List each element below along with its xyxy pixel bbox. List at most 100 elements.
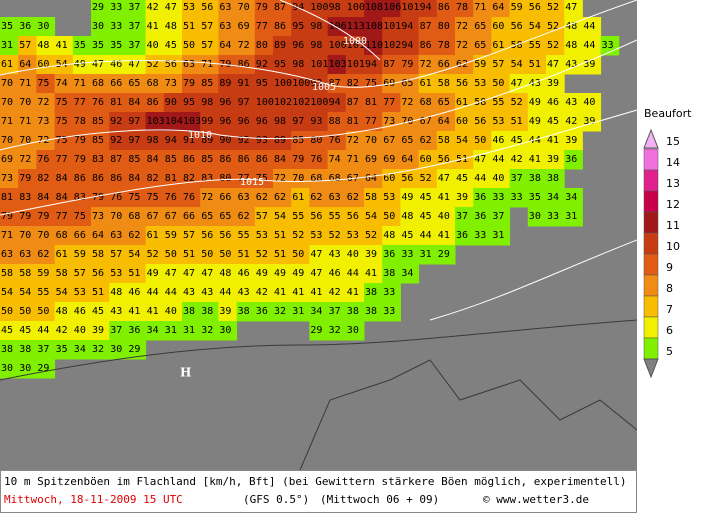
- wind-value: 64: [401, 154, 413, 165]
- wind-value: 65: [438, 97, 450, 108]
- wind-value: 79: [74, 135, 86, 146]
- wind-cell: [163, 131, 183, 151]
- wind-value: 41: [547, 135, 559, 146]
- wind-cell: [91, 74, 110, 94]
- wind-cell: [382, 264, 401, 284]
- wind-cell: [0, 245, 19, 265]
- wind-cell: [418, 93, 438, 113]
- wind-value: 85: [292, 135, 304, 146]
- wind-cell: [327, 321, 347, 341]
- wind-value: 100: [310, 97, 328, 108]
- wind-value: 96: [219, 97, 231, 108]
- wind-cell: [163, 150, 183, 170]
- wind-value: 42: [256, 287, 268, 298]
- wind-value: 49: [274, 268, 286, 279]
- wind-cell: [455, 0, 474, 18]
- wind-value: 86: [110, 173, 122, 184]
- wind-cell: [418, 169, 438, 189]
- wind-cell: [291, 93, 310, 113]
- wind-cell: [218, 112, 238, 132]
- wind-value: 44: [474, 173, 486, 184]
- wind-cell: [218, 93, 238, 113]
- wind-cell: [345, 74, 365, 94]
- wind-value: 77: [256, 21, 268, 32]
- wind-value: 60: [420, 154, 432, 165]
- wind-cell: [473, 55, 492, 75]
- wind-value: 84: [56, 192, 68, 203]
- wind-value: 29: [92, 2, 104, 13]
- wind-value: 39: [547, 78, 559, 89]
- wind-cell: [200, 245, 219, 265]
- wind-cell: [18, 283, 37, 303]
- wind-value: 65: [128, 78, 140, 89]
- wind-cell: [382, 55, 401, 75]
- wind-value: 43: [183, 287, 195, 298]
- wind-value: 61: [56, 249, 68, 260]
- wind-cell: [273, 93, 292, 113]
- wind-value: 53: [256, 230, 268, 241]
- wind-cell: [473, 131, 492, 151]
- wind-value: 56: [347, 211, 359, 222]
- wind-value: 70: [1, 135, 13, 146]
- wind-value: 52: [547, 2, 559, 13]
- wind-cell: [218, 188, 238, 208]
- wind-cell: [473, 74, 492, 94]
- wind-cell: [564, 207, 583, 227]
- wind-cell: [36, 340, 56, 360]
- wind-value: 86: [147, 97, 159, 108]
- wind-value: 41: [310, 287, 322, 298]
- wind-value: 64: [92, 230, 104, 241]
- wind-value: 55: [37, 287, 49, 298]
- wind-value: 68: [147, 78, 159, 89]
- wind-value: 71: [1, 116, 13, 127]
- wind-value: 53: [492, 116, 504, 127]
- wind-cell: [218, 0, 238, 18]
- wind-value: 37: [128, 40, 140, 51]
- wind-value: 82: [37, 173, 49, 184]
- wind-value: 51: [274, 249, 286, 260]
- wind-cell: [200, 55, 219, 75]
- wind-value: 30: [92, 21, 104, 32]
- wind-value: 61: [1, 59, 13, 70]
- wind-cell: [163, 55, 183, 75]
- wind-cell: [546, 93, 565, 113]
- wind-value: 39: [583, 116, 595, 127]
- wind-value: 86: [74, 173, 86, 184]
- wind-cell: [455, 131, 474, 151]
- wind-value: 66: [110, 78, 122, 89]
- wind-cell: [345, 93, 365, 113]
- wind-cell: [455, 36, 474, 56]
- wind-cell: [109, 321, 128, 341]
- wind-value: 86: [420, 40, 432, 51]
- wind-value: 79: [401, 59, 413, 70]
- wind-value: 61: [292, 192, 304, 203]
- wind-cell: [163, 226, 183, 246]
- wind-value: 61: [420, 78, 432, 89]
- wind-value: 90: [219, 135, 231, 146]
- wind-value: 37: [456, 211, 468, 222]
- wind-value: 57: [492, 59, 504, 70]
- wind-value: 49: [401, 192, 413, 203]
- wind-cell: [182, 17, 201, 37]
- wind-value: 78: [456, 2, 468, 13]
- wind-cell: [345, 36, 365, 56]
- wind-value: 66: [74, 230, 86, 241]
- isobar-label: 1015: [240, 177, 264, 188]
- wind-value: 57: [201, 21, 213, 32]
- wind-cell: [345, 207, 365, 227]
- wind-cell: [127, 340, 147, 360]
- wind-value: 50: [165, 249, 177, 260]
- wind-value: 59: [511, 2, 523, 13]
- wind-cell: [436, 55, 456, 75]
- wind-cell: [473, 112, 492, 132]
- wind-cell: [54, 112, 74, 132]
- wind-cell: [36, 321, 56, 341]
- wind-cell: [182, 55, 201, 75]
- wind-value: 54: [456, 135, 468, 146]
- wind-value: 50: [219, 249, 231, 260]
- wind-cell: [491, 188, 511, 208]
- wind-value: 85: [128, 154, 140, 165]
- wind-cell: [273, 264, 292, 284]
- wind-cell: [309, 245, 329, 265]
- wind-cell: [72, 150, 92, 170]
